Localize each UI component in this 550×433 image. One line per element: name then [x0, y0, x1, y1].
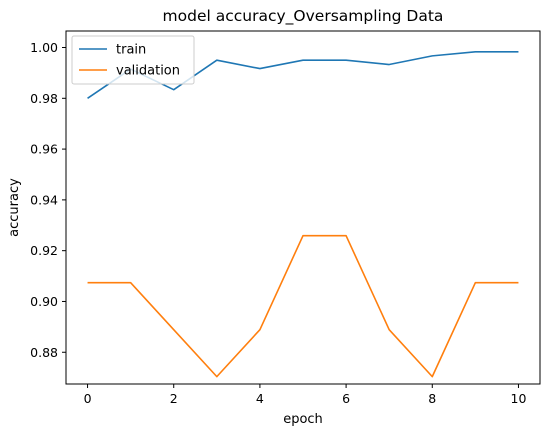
y-tick-label: 0.92 [30, 243, 58, 258]
y-tick-label: 0.98 [30, 91, 58, 106]
series-line-validation [87, 234, 519, 378]
x-axis-label: epoch [283, 412, 323, 427]
y-tick-label: 0.90 [30, 294, 58, 309]
x-tick-label: 0 [84, 391, 92, 406]
y-tick-label: 1.00 [30, 40, 58, 55]
x-tick-label: 8 [428, 391, 436, 406]
legend: train validation [71, 35, 195, 85]
chart-title: model accuracy_Oversampling Data [163, 7, 444, 26]
legend-label-train: train [116, 43, 146, 58]
y-tick-label: 0.94 [30, 192, 58, 207]
legend-box [71, 35, 195, 85]
x-tick-label: 10 [511, 391, 527, 406]
y-tick-label: 0.96 [30, 142, 58, 157]
plot-frame [65, 30, 541, 385]
y-tick-label: 0.88 [30, 345, 58, 360]
x-tick-label: 2 [170, 391, 178, 406]
y-axis: 0.88 0.90 0.92 0.94 0.96 0.98 1.00 [30, 40, 66, 360]
x-tick-label: 4 [256, 391, 264, 406]
x-axis: 0 2 4 6 8 10 [84, 384, 527, 406]
legend-label-validation: validation [116, 64, 180, 79]
y-axis-label: accuracy [7, 178, 22, 237]
x-tick-label: 6 [342, 391, 350, 406]
